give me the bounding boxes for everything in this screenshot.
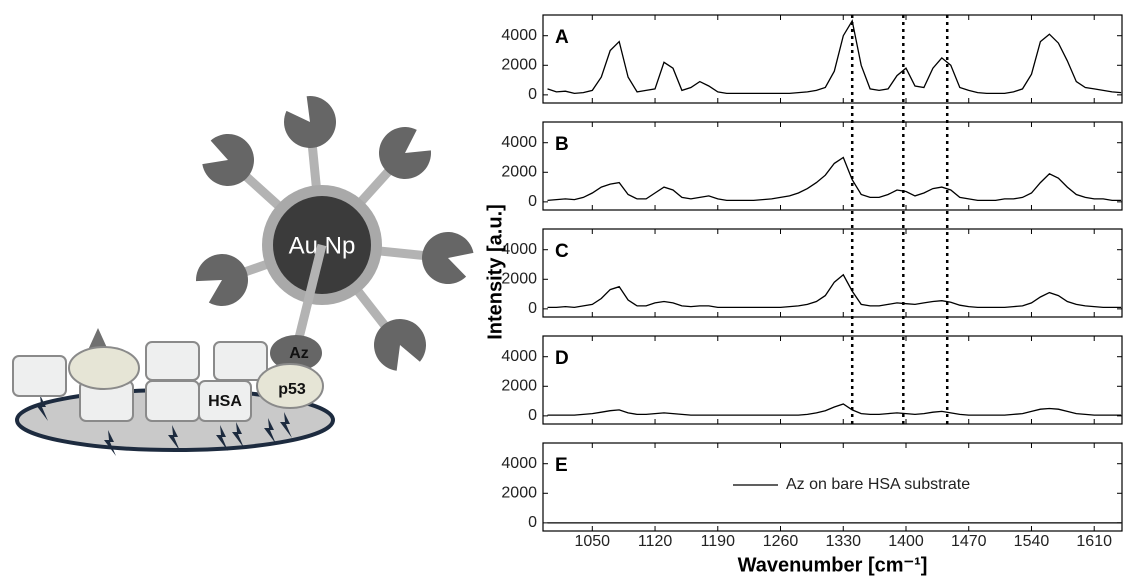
panel-frame — [542, 121, 1123, 211]
p53-label: p53 — [278, 381, 306, 398]
x-axis-label: Wavenumber [cm⁻¹] — [738, 554, 928, 576]
hsa-label: HSA — [208, 393, 242, 410]
panel-frame — [542, 442, 1123, 532]
x-tick-label: 1400 — [888, 533, 924, 550]
receptor — [283, 96, 336, 148]
panel-frame — [542, 228, 1123, 318]
protein-block — [12, 355, 67, 397]
y-tick-label: 0 — [528, 300, 537, 317]
panel-label: A — [555, 27, 569, 48]
receptor — [202, 133, 255, 186]
panel-frame — [542, 335, 1123, 425]
panel-label: C — [555, 241, 569, 262]
marker — [88, 328, 108, 350]
protein-block — [145, 380, 200, 422]
spectrum-line — [547, 19, 1122, 95]
y-tick-label: 0 — [528, 407, 537, 424]
receptor — [374, 319, 427, 371]
y-tick-label: 0 — [528, 86, 537, 103]
panel-label: B — [555, 134, 569, 155]
spoke — [291, 243, 327, 352]
x-tick-label: 1120 — [638, 533, 673, 550]
x-tick-label: 1610 — [1076, 533, 1112, 550]
y-tick-label: 2000 — [501, 485, 537, 502]
panel-label: D — [555, 348, 569, 369]
protein-block — [213, 341, 268, 381]
y-tick-label: 4000 — [501, 134, 537, 151]
y-tick-label: 0 — [528, 514, 537, 531]
y-tick-label: 4000 — [501, 348, 537, 365]
x-tick-label: 1050 — [574, 533, 610, 550]
protein-block — [145, 341, 200, 381]
spectrum-line — [547, 156, 1122, 202]
receptor — [196, 254, 249, 306]
y-tick-label: 2000 — [501, 378, 537, 395]
protein-block — [198, 380, 252, 422]
panel-frame — [542, 14, 1123, 104]
receptor — [379, 127, 431, 179]
x-tick-label: 1330 — [825, 533, 861, 550]
x-tick-label: 1470 — [951, 533, 987, 550]
az-label: Az — [289, 345, 309, 362]
protein-ellipse — [68, 346, 140, 390]
az-molecule — [270, 335, 322, 371]
legend-label: Az on bare HSA substrate — [786, 476, 970, 493]
x-tick-label: 1540 — [1014, 533, 1050, 550]
spectrum-line — [547, 273, 1122, 309]
panel-label: E — [555, 455, 568, 476]
y-tick-label: 2000 — [501, 271, 537, 288]
y-tick-label: 2000 — [501, 164, 537, 181]
y-axis-label: Intensity [a.u.] — [484, 204, 506, 340]
y-tick-label: 4000 — [501, 27, 537, 44]
y-tick-label: 4000 — [501, 455, 537, 472]
receptor — [422, 232, 474, 285]
p53-ellipse — [256, 363, 324, 409]
spectrum-line — [547, 403, 1122, 416]
x-tick-label: 1190 — [701, 533, 736, 550]
x-tick-label: 1260 — [763, 533, 799, 550]
y-tick-label: 4000 — [501, 241, 537, 258]
y-tick-label: 2000 — [501, 57, 537, 74]
y-tick-label: 0 — [528, 193, 537, 210]
